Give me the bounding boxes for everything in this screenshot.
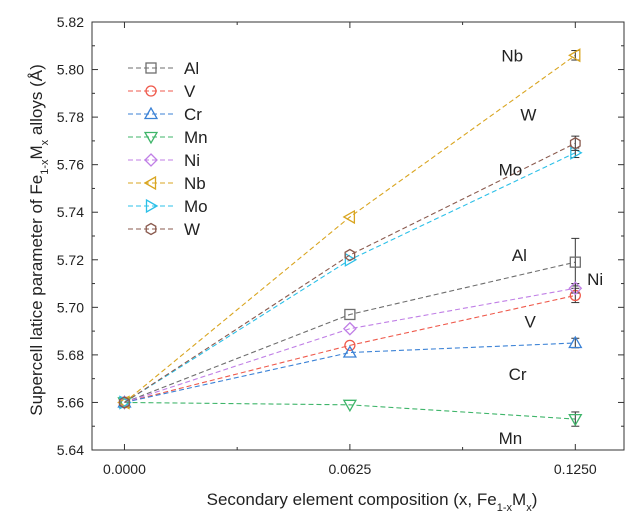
series-line-w (124, 142, 576, 403)
legend-item-al: Al (128, 59, 199, 78)
legend-label-mo: Mo (184, 197, 208, 216)
y-tick-label: 5.82 (57, 14, 84, 30)
legend-item-mn: Mn (128, 128, 208, 147)
data-point-w-1 (344, 248, 356, 262)
y-axis-title: Supercell latice parameter of Fe1-xMx al… (27, 64, 51, 415)
y-tick-label: 5.70 (57, 299, 84, 315)
legend-label-mn: Mn (184, 128, 208, 147)
y-tick-label: 5.68 (57, 347, 84, 363)
legend-item-nb: Nb (128, 174, 206, 193)
legend-label-w: W (184, 220, 200, 239)
legend-marker-al (145, 62, 157, 74)
legend-item-cr: Cr (128, 105, 202, 124)
legend-item-w: W (128, 220, 200, 239)
data-point-w-2 (569, 137, 581, 150)
legend-marker-nb (143, 175, 157, 191)
data-point-w-0 (119, 396, 130, 409)
y-tick-label: 5.74 (57, 204, 84, 220)
x-tick-label: 0.0000 (103, 461, 146, 477)
data-point-v-1 (344, 339, 356, 352)
series-w (119, 135, 581, 409)
data-point-mn-2 (568, 413, 583, 427)
data-point-ni-1 (342, 321, 357, 336)
series-line-nb (124, 54, 576, 403)
legend-item-v: V (128, 82, 196, 101)
legend-marker-mn (143, 131, 159, 145)
series-line-al (124, 261, 576, 403)
series-v (118, 287, 581, 409)
legend-label-nb: Nb (184, 174, 206, 193)
legend: Al V Cr Mn Ni Nb Mo W (128, 59, 208, 239)
annotation-mo: Mo (499, 160, 523, 179)
data-point-ni-2 (568, 281, 583, 296)
annotation-w: W (520, 106, 536, 125)
legend-label-ni: Ni (184, 151, 200, 170)
annotation-layer: Nb W Mo Al Ni V Cr Mn (499, 46, 604, 448)
data-point-cr-1 (342, 345, 358, 358)
data-point-cr-2 (568, 335, 583, 349)
annotation-cr: Cr (509, 365, 527, 384)
x-tick-label: 0.0625 (328, 461, 371, 477)
annotation-al: Al (512, 246, 527, 265)
legend-marker-v (145, 85, 157, 97)
legend-marker-ni (144, 153, 158, 167)
data-point-mn-1 (342, 399, 358, 413)
x-axis-title: Secondary element composition (x, Fe1-xM… (207, 490, 538, 514)
annotation-mn: Mn (499, 429, 523, 448)
plot-frame (91, 21, 625, 451)
data-point-mn-0 (117, 397, 132, 410)
legend-label-cr: Cr (184, 105, 202, 124)
y-tick-label: 5.72 (57, 252, 84, 268)
data-point-mo-2 (570, 145, 583, 160)
data-point-nb-1 (342, 209, 356, 225)
series-line-cr (124, 342, 576, 403)
axes-layer: 5.64 5.66 5.68 5.70 5.72 5.74 5.76 5.78 5.80 5.82… (57, 14, 625, 477)
y-tick-label: 5.66 (57, 394, 84, 410)
y-tick-label: 5.76 (57, 157, 84, 173)
legend-item-ni: Ni (128, 151, 200, 170)
series-cr (117, 335, 583, 408)
annotation-ni: Ni (587, 270, 603, 289)
legend-label-v: V (184, 82, 196, 101)
data-point-mo-1 (344, 252, 358, 267)
series-mn (117, 397, 583, 427)
series-layer (117, 48, 583, 427)
annotation-nb: Nb (501, 46, 523, 65)
x-tick-label: 0.1250 (554, 461, 597, 477)
y-tick-label: 5.64 (57, 442, 84, 458)
legend-item-mo: Mo (128, 197, 208, 216)
legend-marker-mo (145, 198, 159, 214)
legend-marker-cr (143, 106, 159, 120)
data-point-al-1 (344, 308, 356, 321)
series-line-v (124, 294, 576, 403)
annotation-v: V (525, 313, 537, 332)
error-bar-ni (571, 283, 580, 294)
y-tick-label: 5.78 (57, 109, 84, 125)
series-line-mn (124, 401, 576, 420)
data-point-nb-2 (567, 48, 581, 63)
error-bar-al (571, 237, 580, 287)
legend-marker-w (145, 222, 157, 236)
legend-label-al: Al (184, 59, 199, 78)
y-tick-label: 5.80 (57, 62, 84, 78)
data-point-al-2 (569, 256, 581, 268)
